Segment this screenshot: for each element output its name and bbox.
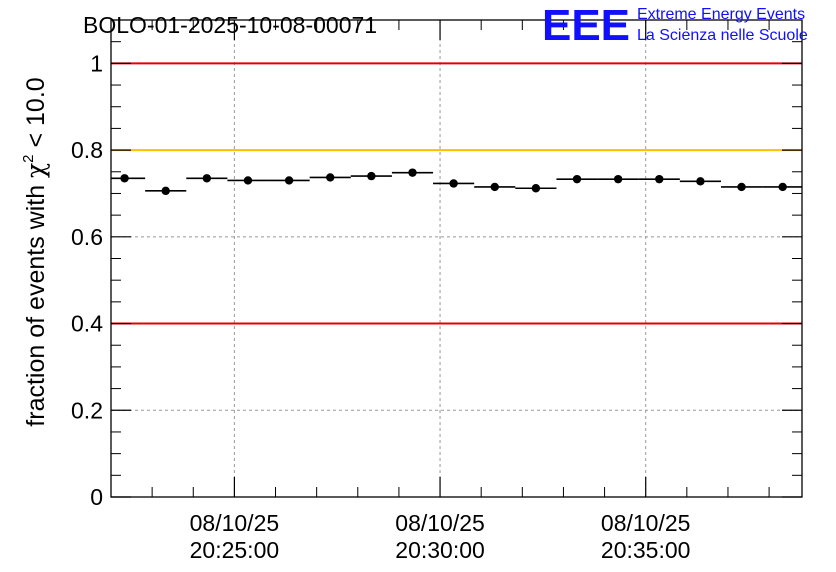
- logo-mark: EEE: [542, 1, 630, 50]
- data-point: [613, 174, 623, 184]
- data-point: [531, 184, 541, 193]
- data-point: [120, 174, 129, 183]
- y-tick-labels: 0 0.2 0.4 0.6 0.8 1: [71, 50, 103, 510]
- y-axis-label: fraction of events with χ2 < 10.0: [20, 77, 50, 426]
- x-tick-label-date: 08/10/25: [601, 510, 691, 536]
- x-tick-labels: 08/10/2520:25:0008/10/2520:30:0008/10/25…: [190, 510, 691, 563]
- data-point: [284, 176, 294, 185]
- data-point: [655, 174, 664, 184]
- y-tick-label: 1: [90, 50, 103, 76]
- data-point: [367, 171, 376, 181]
- logo-line2: La Scienza nelle Scuole: [637, 27, 808, 44]
- y-tick-label: 0.2: [71, 397, 103, 423]
- y-tick-label: 0: [90, 484, 103, 510]
- data-series: [111, 168, 802, 196]
- x-tick-label-date: 08/10/25: [395, 510, 485, 536]
- y-axis-label-suffix: < 10.0: [22, 77, 50, 154]
- x-tick-label-date: 08/10/25: [190, 510, 280, 536]
- data-point: [572, 174, 582, 184]
- data-point: [778, 182, 787, 192]
- data-point: [326, 173, 335, 182]
- y-tick-label: 0.6: [71, 224, 103, 250]
- data-point: [243, 176, 253, 185]
- x-tick-label-time: 20:35:00: [601, 537, 691, 563]
- y-tick-label: 0.8: [71, 137, 103, 163]
- y-axis-label-prefix: fraction of events with: [22, 178, 50, 427]
- y-axis-label-chi: χ: [21, 163, 50, 178]
- axis-ticks: [110, 19, 802, 498]
- data-point: [490, 182, 499, 192]
- data-point: [202, 174, 212, 183]
- data-point: [696, 177, 705, 186]
- reference-lines: [111, 62, 802, 325]
- logo-line1: Extreme Energy Events: [637, 6, 805, 23]
- eee-logo: EEE Extreme Energy Events La Scienza nel…: [542, 1, 808, 50]
- chart-title: BOLO-01-2025-10-08-00071: [83, 12, 377, 38]
- data-point: [161, 186, 170, 196]
- data-point: [449, 179, 458, 188]
- x-tick-label-time: 20:25:00: [190, 537, 280, 563]
- x-tick-label-time: 20:30:00: [395, 537, 485, 563]
- data-point: [737, 182, 746, 192]
- y-axis-label-sup: 2: [20, 154, 37, 162]
- y-tick-label: 0.4: [71, 311, 103, 337]
- data-point: [408, 168, 417, 177]
